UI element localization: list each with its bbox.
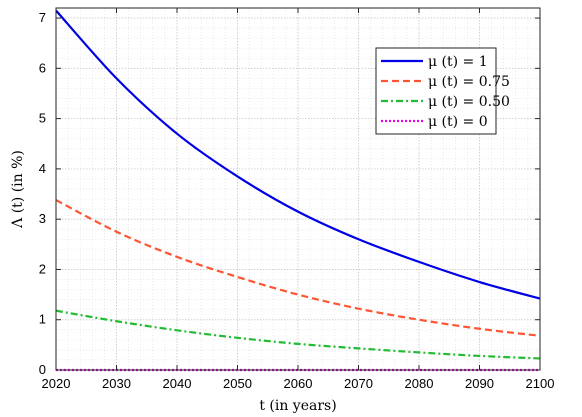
- legend-label: μ (t) = 0.75: [428, 74, 510, 90]
- y-tick-label: 3: [39, 211, 46, 226]
- tick-marks: [55, 8, 541, 371]
- y-tick-label: 6: [39, 60, 46, 75]
- y-tick-label: 5: [39, 111, 46, 126]
- x-tick-label: 2040: [163, 376, 192, 391]
- y-tick-label: 2: [39, 261, 46, 276]
- legend: μ (t) = 1 μ (t) = 0.75 μ (t) = 0.50 μ (t) =…: [375, 47, 510, 135]
- y-tick-label: 7: [39, 10, 46, 25]
- y-tick-label: 4: [39, 161, 46, 176]
- x-axis-label: t (in years): [259, 398, 336, 414]
- y-tick-label: 0: [39, 362, 46, 377]
- y-tick-labels: 0 1 2 3 4 5 6 7: [39, 10, 46, 377]
- legend-label: μ (t) = 0: [428, 114, 488, 130]
- series-line: [55, 9, 541, 300]
- x-tick-label: 2070: [344, 376, 373, 391]
- x-tick-label: 2050: [223, 376, 252, 391]
- x-tick-label: 2020: [42, 376, 71, 391]
- x-tick-label: 2090: [465, 376, 494, 391]
- x-tick-labels: 2020 2030 2040 2050 2060 2070 2080 2090 2100: [42, 376, 555, 391]
- y-tick-label: 1: [39, 312, 46, 327]
- x-tick-label: 2030: [102, 376, 131, 391]
- legend-label: μ (t) = 1: [428, 54, 488, 70]
- x-tick-label: 2060: [284, 376, 313, 391]
- legend-label: μ (t) = 0.50: [428, 94, 510, 110]
- x-tick-label: 2080: [405, 376, 434, 391]
- y-axis-label: Λ (t) (in %): [10, 150, 26, 229]
- series-line: [55, 199, 541, 337]
- legend-box: [375, 47, 497, 135]
- series-line: [55, 309, 541, 360]
- x-tick-label: 2100: [526, 376, 555, 391]
